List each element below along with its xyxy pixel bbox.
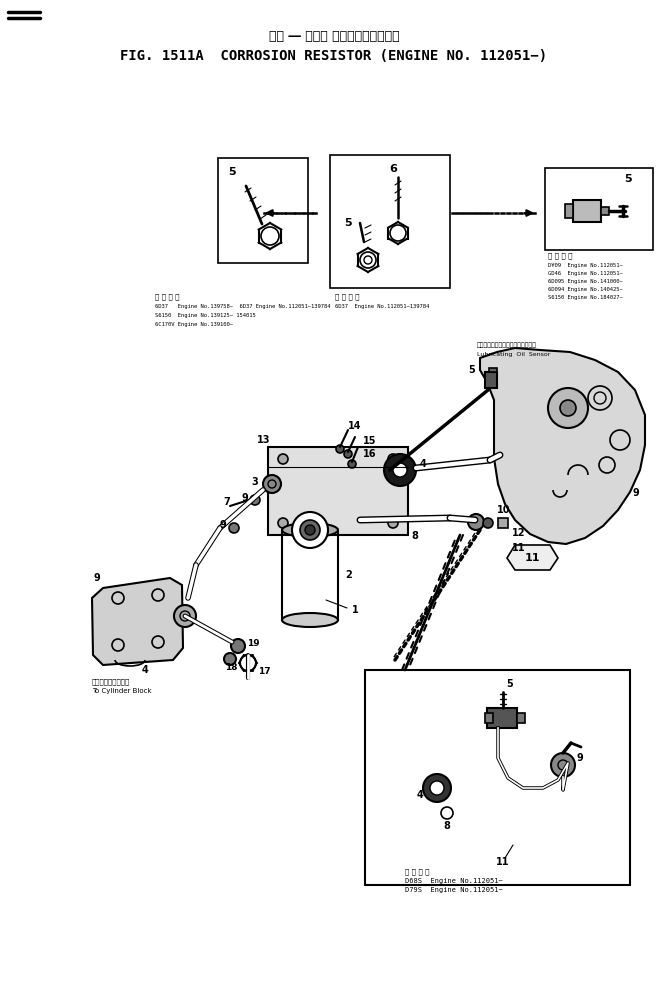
Text: コロ ― ジョン レジスタ　適用号機: コロ ― ジョン レジスタ 適用号機 (269, 31, 399, 44)
Bar (485, 372, 497, 388)
Text: 6D37   Engine No.139758~  6D37 Engine No.112051~139784: 6D37 Engine No.139758~ 6D37 Engine No.11… (155, 304, 330, 309)
Text: 9: 9 (242, 493, 248, 503)
Text: 1: 1 (352, 605, 359, 615)
Text: 4: 4 (420, 459, 427, 469)
Text: 9: 9 (633, 488, 640, 498)
Circle shape (551, 753, 575, 777)
Polygon shape (92, 578, 183, 665)
Bar (485, 713, 493, 723)
Text: 6C170V Engine No.139100~: 6C170V Engine No.139100~ (155, 322, 233, 327)
Bar (573, 200, 601, 222)
Text: 11: 11 (512, 543, 526, 553)
Text: 6D094 Engine No.140425~: 6D094 Engine No.140425~ (548, 287, 623, 292)
Circle shape (278, 518, 288, 528)
Text: 適 用 号 機: 適 用 号 機 (548, 252, 573, 259)
Text: 9: 9 (577, 753, 583, 763)
Text: 16: 16 (363, 449, 377, 459)
Text: 9: 9 (219, 520, 226, 530)
Text: S6150  Engine No.139125~ 154015: S6150 Engine No.139125~ 154015 (155, 313, 256, 318)
Text: 2: 2 (345, 570, 352, 580)
Circle shape (292, 512, 328, 548)
Text: 12: 12 (512, 528, 526, 538)
Circle shape (430, 781, 444, 795)
Text: 4: 4 (142, 665, 149, 675)
Circle shape (483, 518, 493, 528)
Bar (601, 207, 609, 215)
Circle shape (300, 520, 320, 540)
Circle shape (231, 639, 245, 653)
Circle shape (305, 525, 315, 535)
Text: D68S  Engine No.112051~: D68S Engine No.112051~ (405, 878, 502, 884)
Text: 7: 7 (223, 497, 230, 507)
Text: 6D095 Engine No.141000~: 6D095 Engine No.141000~ (548, 279, 623, 284)
Text: 6: 6 (389, 164, 397, 174)
Bar (545, 168, 653, 250)
Circle shape (263, 475, 281, 493)
Circle shape (348, 460, 356, 468)
Bar (489, 368, 497, 372)
Ellipse shape (282, 523, 338, 537)
Text: ルーブリケーティングオイルセンサ: ルーブリケーティングオイルセンサ (477, 342, 537, 348)
Circle shape (336, 445, 344, 453)
Text: 15: 15 (363, 436, 377, 446)
Text: S6150 Engine No.184027~: S6150 Engine No.184027~ (548, 295, 623, 300)
Polygon shape (480, 348, 645, 544)
Circle shape (384, 454, 416, 486)
Text: シリンダブロックへ: シリンダブロックへ (92, 678, 130, 684)
Text: 適 用 号 機: 適 用 号 機 (405, 868, 429, 875)
Bar (517, 713, 525, 723)
Bar (498, 518, 508, 528)
Text: 4: 4 (417, 790, 423, 800)
Circle shape (174, 605, 196, 627)
Text: Lubricating  Oil  Sensor: Lubricating Oil Sensor (477, 352, 551, 357)
Bar (487, 708, 517, 728)
Circle shape (548, 388, 588, 428)
Circle shape (224, 653, 236, 665)
Text: To Cylinder Block: To Cylinder Block (92, 688, 152, 694)
Text: 11: 11 (496, 857, 510, 867)
Text: 18: 18 (225, 664, 237, 673)
Circle shape (250, 495, 260, 505)
Text: 5: 5 (468, 365, 475, 375)
Text: 8: 8 (411, 531, 418, 541)
Text: 適 用 号 機: 適 用 号 機 (155, 293, 179, 300)
Text: 適 用 号 機: 適 用 号 機 (335, 293, 359, 300)
Circle shape (388, 518, 398, 528)
Text: 9: 9 (93, 573, 100, 583)
Text: D¥09  Engine No.112051~: D¥09 Engine No.112051~ (548, 263, 623, 268)
Text: 13: 13 (256, 435, 270, 445)
Text: GD46  Engine No.112051~: GD46 Engine No.112051~ (548, 271, 623, 276)
Circle shape (278, 454, 288, 464)
Circle shape (560, 400, 576, 416)
Text: 5: 5 (228, 167, 235, 177)
Ellipse shape (282, 613, 338, 627)
Text: 8: 8 (444, 821, 450, 831)
Text: 17: 17 (258, 668, 271, 677)
Text: FIG. 1511A  CORROSION RESISTOR (ENGINE NO. 112051−): FIG. 1511A CORROSION RESISTOR (ENGINE NO… (120, 49, 547, 63)
Bar (565, 204, 573, 218)
Bar (330, 155, 450, 288)
Text: 5: 5 (344, 218, 352, 228)
Circle shape (468, 514, 484, 530)
Text: 10: 10 (497, 505, 510, 515)
Circle shape (393, 463, 407, 477)
Text: 14: 14 (348, 421, 361, 431)
Polygon shape (507, 545, 558, 570)
Text: D79S  Engine No.112051~: D79S Engine No.112051~ (405, 887, 502, 893)
Text: 19: 19 (247, 639, 260, 648)
Circle shape (344, 450, 352, 458)
Text: 5: 5 (624, 174, 632, 184)
Text: 5: 5 (506, 679, 513, 689)
Circle shape (388, 454, 398, 464)
Bar (268, 447, 408, 535)
Text: 6D37  Engine No.112051~139784: 6D37 Engine No.112051~139784 (335, 304, 429, 309)
Circle shape (423, 774, 451, 802)
Circle shape (229, 523, 239, 533)
Text: 11: 11 (524, 553, 540, 563)
Bar (365, 670, 630, 885)
Bar (218, 158, 308, 263)
Text: 3: 3 (252, 477, 258, 487)
